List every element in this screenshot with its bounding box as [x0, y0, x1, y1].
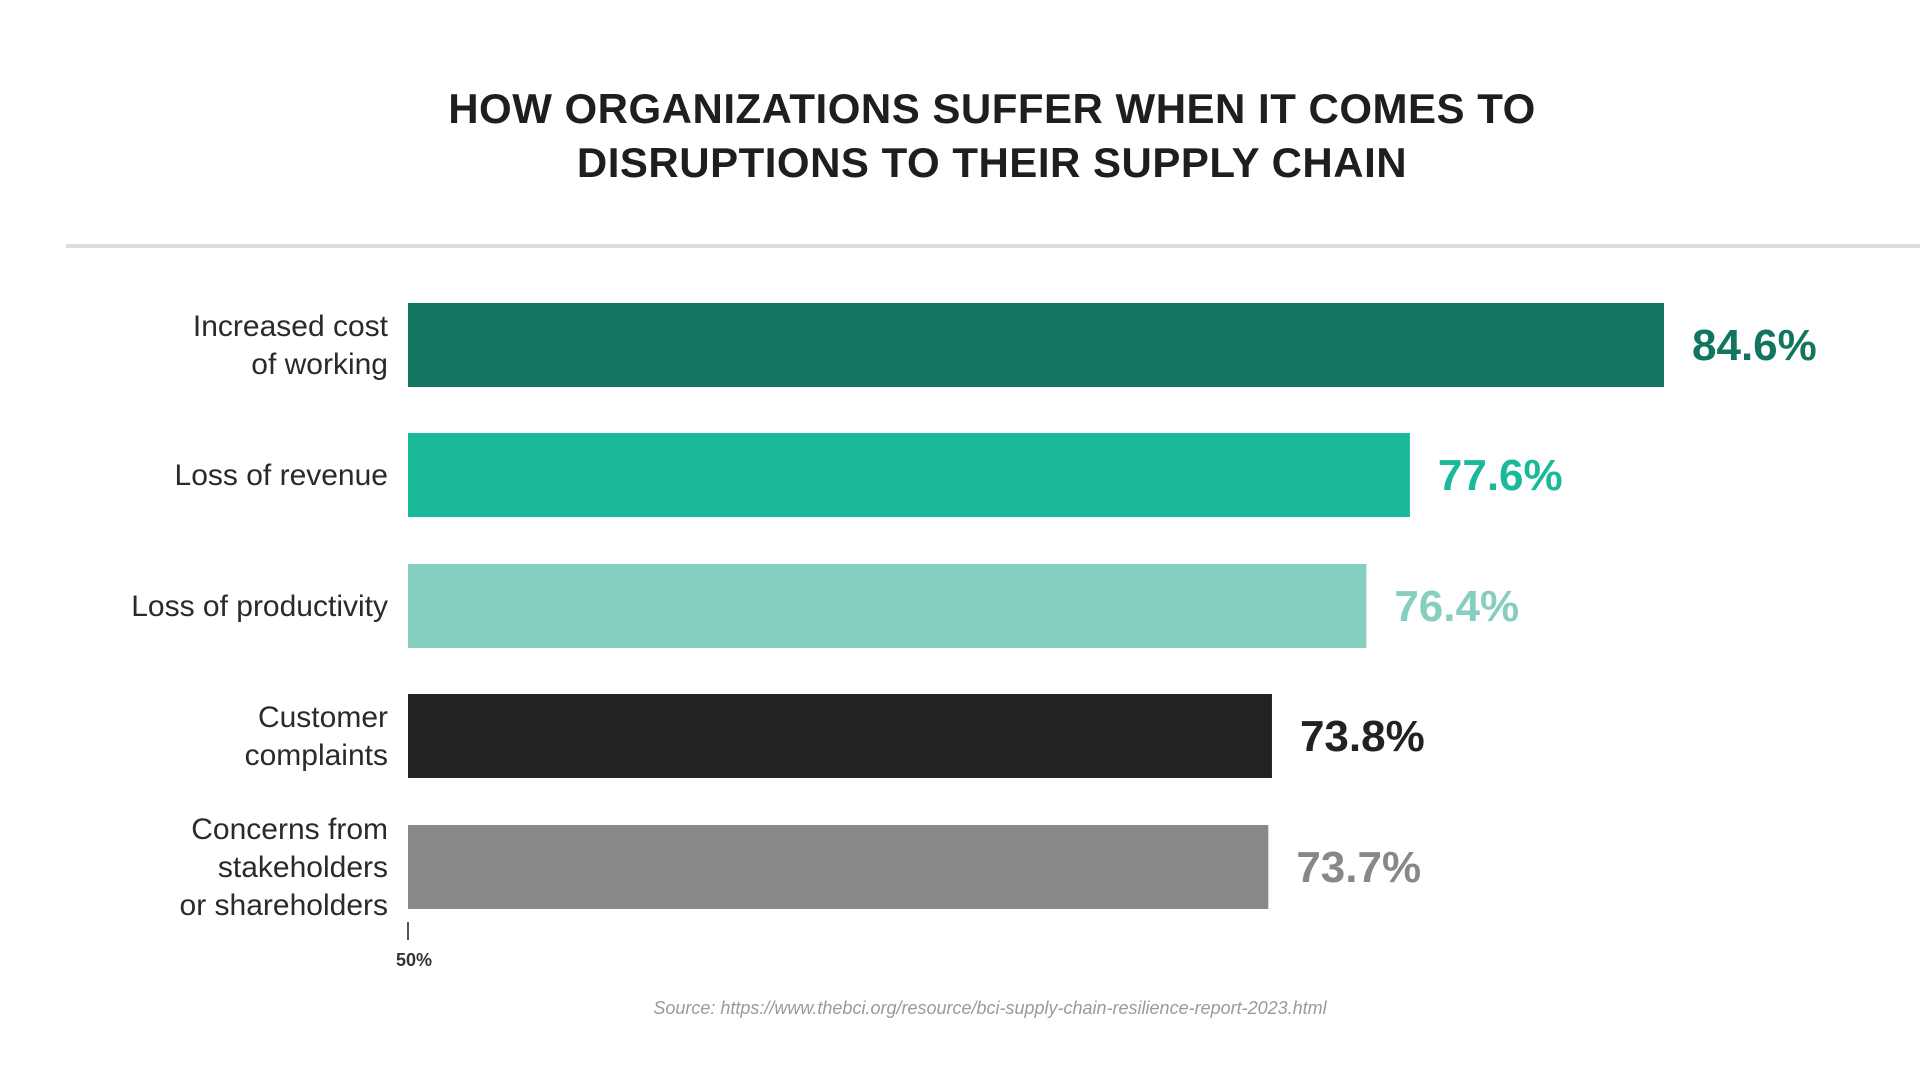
value-label: 76.4% — [1394, 582, 1519, 631]
title-divider — [66, 244, 1920, 248]
bar — [408, 564, 1367, 648]
bar — [408, 825, 1269, 909]
bar — [408, 303, 1664, 387]
category-label: Loss of revenue — [175, 459, 388, 492]
category-label: Increased cost — [193, 310, 389, 343]
chart-title-line: DISRUPTIONS TO THEIR SUPPLY CHAIN — [576, 139, 1408, 186]
category-label: Loss of productivity — [131, 590, 388, 623]
category-label: complaints — [245, 739, 388, 772]
value-label: 77.6% — [1438, 451, 1563, 500]
bar — [408, 433, 1410, 517]
category-label: stakeholders — [218, 851, 388, 884]
x-tick-label: 50% — [396, 950, 432, 970]
chart-title: HOW ORGANIZATIONS SUFFER WHEN IT COMES T… — [0, 82, 1920, 190]
value-label: 73.8% — [1300, 712, 1425, 761]
chart-title-line: HOW ORGANIZATIONS SUFFER WHEN IT COMES T… — [448, 85, 1536, 132]
category-label: of working — [251, 348, 388, 381]
category-label: Concerns from — [191, 813, 388, 846]
bar — [408, 694, 1272, 778]
category-label: Customer — [258, 701, 388, 734]
value-label: 84.6% — [1692, 321, 1817, 370]
category-label: or shareholders — [180, 889, 388, 922]
source-note: Source: https://www.thebci.org/resource/… — [653, 998, 1327, 1018]
value-label: 73.7% — [1296, 843, 1421, 892]
